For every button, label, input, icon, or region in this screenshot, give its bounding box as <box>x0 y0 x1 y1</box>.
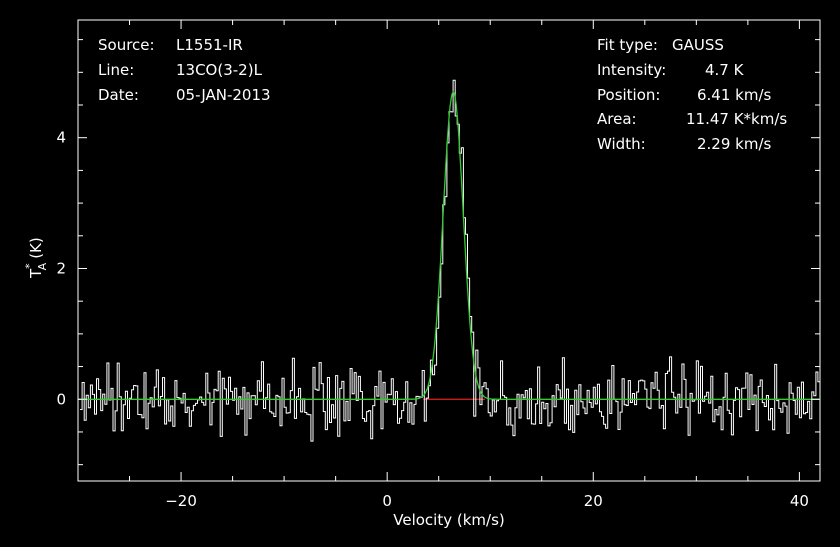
width-value: 2.29 km/s <box>697 135 772 153</box>
source-label: Source: <box>98 36 155 54</box>
date-value: 05-JAN-2013 <box>176 86 271 104</box>
gaussian-fit-line <box>78 90 819 400</box>
area-label: Area: <box>597 110 637 128</box>
fit-type-value: GAUSS <box>672 36 724 54</box>
y-axis-label-sup: * <box>23 263 36 269</box>
position-value: 6.41 km/s <box>697 86 772 104</box>
width-label: Width: <box>597 135 646 153</box>
y-axis-label: T*A (K) <box>23 237 49 279</box>
area-value: 11.47 K*km/s <box>686 110 787 128</box>
date-label: Date: <box>98 86 139 104</box>
x-tick-label: 0 <box>382 492 392 510</box>
x-tick-label: −20 <box>165 492 197 510</box>
y-tick-label: 0 <box>56 390 66 408</box>
plot-frame <box>77 19 821 482</box>
x-axis-label: Velocity (km/s) <box>393 511 504 529</box>
y-tick-label: 4 <box>56 129 66 147</box>
y-axis-label-unit: (K) <box>27 237 45 259</box>
y-axis-label-main: T <box>27 268 45 279</box>
axis-ticks <box>77 20 820 481</box>
position-label: Position: <box>597 86 660 104</box>
y-axis-label-sub: A <box>36 262 49 270</box>
line-value: 13CO(3-2)L <box>176 61 263 79</box>
intensity-value: 4.7 K <box>705 61 745 79</box>
x-tick-label: 20 <box>584 492 603 510</box>
svg-text:T*A(K): T*A (K) <box>23 237 49 279</box>
line-label: Line: <box>98 61 134 79</box>
x-tick-label: 40 <box>790 492 809 510</box>
fit-type-label: Fit type: <box>597 36 658 54</box>
y-tick-label: 2 <box>56 259 66 277</box>
source-value: L1551-IR <box>176 36 243 54</box>
intensity-label: Intensity: <box>597 61 666 79</box>
